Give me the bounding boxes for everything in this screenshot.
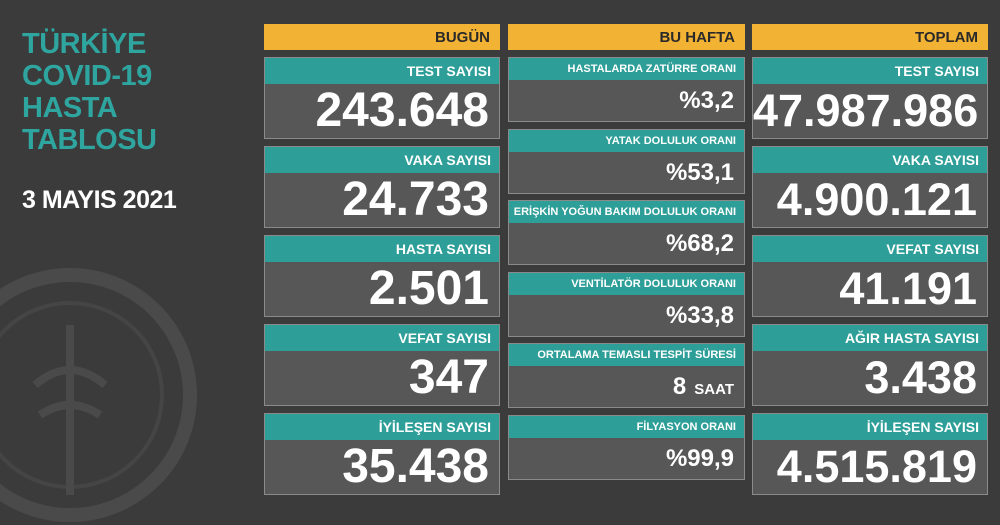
stat-number: %33,8 (665, 301, 734, 329)
title-line: TABLOSU (22, 124, 157, 156)
stat-card: TEST SAYISI 243.648 (264, 57, 500, 139)
stat-value: %33,8 (509, 295, 744, 336)
stat-card: AĞIR HASTA SAYISI 3.438 (752, 324, 988, 406)
stat-number: 3.438 (864, 352, 977, 403)
stat-value: 41.191 (753, 262, 987, 316)
title-line: TÜRKİYE (22, 28, 146, 60)
stat-number: 8 (672, 373, 687, 400)
stat-label: VAKA SAYISI (265, 147, 499, 173)
stat-card: İYİLEŞEN SAYISI 4.515.819 (752, 413, 988, 495)
stat-label: VEFAT SAYISI (265, 325, 499, 351)
stat-value: %99,9 (509, 438, 744, 479)
stat-label: HASTALARDA ZATÜRRE ORANI (509, 58, 744, 80)
stat-value: 8 SAAT (509, 366, 744, 407)
stat-card: HASTALARDA ZATÜRRE ORANI %3,2 (508, 57, 745, 122)
stat-card: VAKA SAYISI 4.900.121 (752, 146, 988, 228)
stat-card: VEFAT SAYISI 41.191 (752, 235, 988, 317)
emblem (0, 268, 197, 522)
stat-label: VENTİLATÖR DOLULUK ORANI (509, 272, 744, 295)
stat-value: 347 (265, 351, 499, 405)
stat-label: TEST SAYISI (753, 58, 987, 84)
stat-number: %3,2 (679, 87, 734, 114)
column-header: BUGÜN (264, 24, 500, 50)
stat-value: 4.515.819 (753, 440, 987, 494)
stat-value: 4.900.121 (753, 173, 987, 227)
stat-value: 24.733 (265, 173, 499, 227)
stat-label: ORTALAMA TEMASLI TESPİT SÜRESİ (509, 344, 744, 366)
stat-number: 24.733 (342, 173, 489, 226)
stat-value: 243.648 (265, 84, 499, 138)
stat-number: 41.191 (839, 263, 977, 314)
stat-label: YATAK DOLULUK ORANI (509, 129, 744, 152)
title-line: COVID-19 (22, 60, 152, 92)
stat-label: FİLYASYON ORANI (509, 415, 744, 438)
stat-label: ERİŞKİN YOĞUN BAKIM DOLULUK ORANI (509, 201, 744, 223)
stat-card: ERİŞKİN YOĞUN BAKIM DOLULUK ORANI %68,2 (508, 200, 745, 265)
stat-card: İYİLEŞEN SAYISI 35.438 (264, 413, 500, 495)
stat-number: %99,9 (665, 444, 734, 472)
stat-number: 47.987.986 (753, 85, 979, 136)
stat-number: %68,2 (665, 230, 734, 257)
stat-value: %53,1 (509, 152, 744, 193)
stat-label: VEFAT SAYISI (753, 236, 987, 262)
column-header: TOPLAM (752, 24, 988, 50)
stat-card: HASTA SAYISI 2.501 (264, 235, 500, 317)
stat-label: VAKA SAYISI (753, 147, 987, 173)
stat-number: 2.501 (368, 262, 489, 315)
date: 3 MAYIS 2021 (22, 186, 177, 214)
stat-number: %53,1 (665, 158, 734, 186)
stat-card: ORTALAMA TEMASLI TESPİT SÜRESİ 8 SAAT (508, 343, 745, 408)
stat-label: İYİLEŞEN SAYISI (753, 414, 987, 440)
stat-label: AĞIR HASTA SAYISI (753, 325, 987, 351)
stat-value: 3.438 (753, 351, 987, 405)
stat-card: TEST SAYISI 47.987.986 (752, 57, 988, 139)
stat-number: 4.515.819 (776, 441, 977, 492)
stat-number: 35.438 (342, 440, 489, 493)
stat-number: 4.900.121 (776, 174, 977, 225)
stat-label: TEST SAYISI (265, 58, 499, 84)
stat-value: %3,2 (509, 80, 744, 121)
stat-value: 47.987.986 (753, 84, 987, 138)
stat-card: YATAK DOLULUK ORANI %53,1 (508, 128, 745, 194)
stat-card: FİLYASYON ORANI %99,9 (508, 414, 745, 480)
stat-label: İYİLEŞEN SAYISI (265, 414, 499, 440)
stat-unit: SAAT (694, 381, 734, 398)
stat-card: VENTİLATÖR DOLULUK ORANI %33,8 (508, 271, 745, 337)
column-header: BU HAFTA (508, 24, 745, 50)
title-line: HASTA (22, 92, 118, 124)
stat-card: VEFAT SAYISI 347 (264, 324, 500, 406)
stat-value: 2.501 (265, 262, 499, 316)
stat-number: 243.648 (315, 84, 489, 137)
stat-value: 35.438 (265, 440, 499, 494)
stat-value: %68,2 (509, 223, 744, 264)
stat-number: 347 (408, 351, 489, 404)
stat-label: HASTA SAYISI (265, 236, 499, 262)
stat-card: VAKA SAYISI 24.733 (264, 146, 500, 228)
